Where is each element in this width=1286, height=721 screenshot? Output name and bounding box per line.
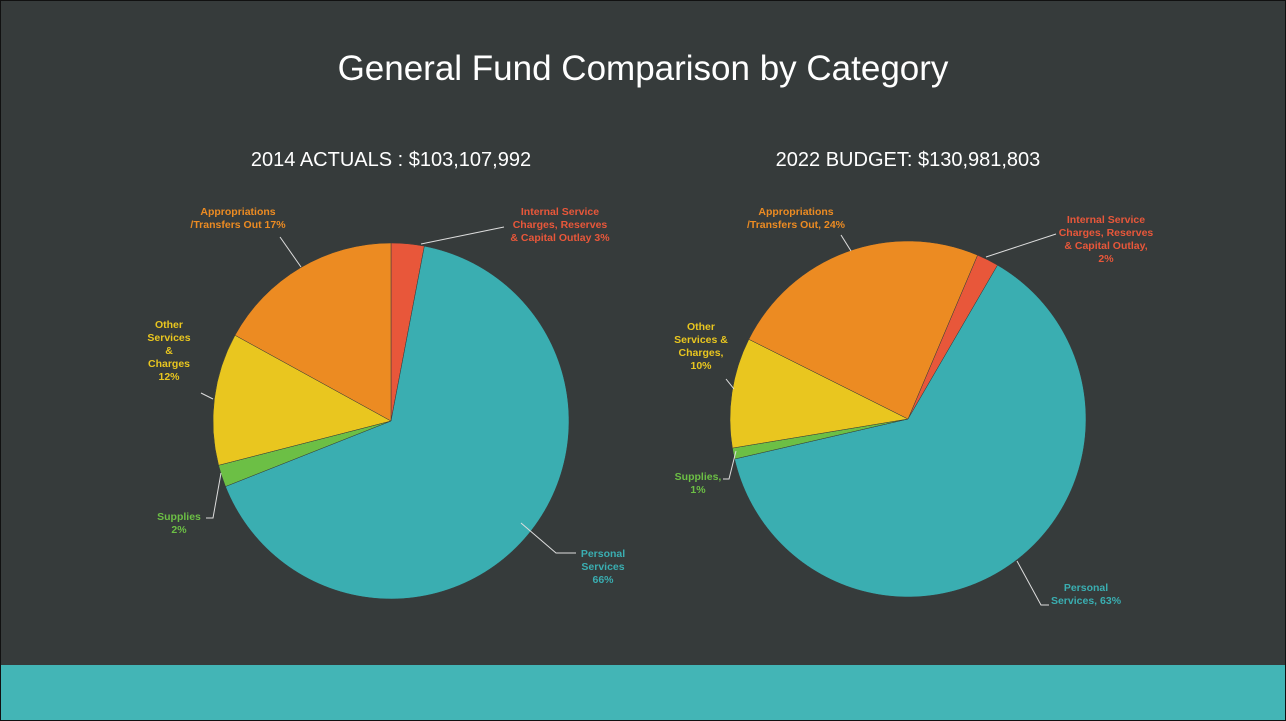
value-label: 2%: [1098, 253, 1114, 265]
value-label: 66%: [592, 574, 614, 586]
slice-label: Appropriations /Transfers Out 17%: [188, 206, 288, 232]
leader-line: [840, 234, 852, 252]
pie-slice: [212, 334, 392, 466]
slice-label: Personal Services, 63%: [1041, 582, 1131, 608]
slice-label: Personal Services 66%: [573, 548, 633, 587]
leader-line: [200, 392, 214, 400]
value-label: 3%: [594, 232, 610, 244]
category-label: Personal Services: [580, 548, 626, 573]
category-label: Supplies,: [674, 471, 722, 483]
value-label: 12%: [158, 371, 180, 383]
slice-label: Supplies, 1%: [668, 471, 728, 497]
leader-line: [725, 378, 735, 390]
slice-label: Other Services & Charges, 10%: [668, 321, 734, 373]
pie-slice: [234, 242, 392, 422]
slice-label: Internal Service Charges, Reserves & Cap…: [1056, 214, 1156, 266]
category-label: Appropriations /Transfers Out,: [746, 206, 834, 231]
value-label: 63%: [1100, 595, 1122, 607]
pie-slice: [225, 245, 570, 600]
footer-band: [1, 665, 1285, 720]
value-label: 17%: [264, 219, 286, 231]
leader-line: [723, 450, 737, 480]
value-label: 2%: [171, 524, 187, 536]
pie-slice: [729, 338, 909, 449]
category-label: Internal Service Charges, Reserves & Cap…: [1058, 214, 1154, 252]
value-label: 10%: [690, 360, 712, 372]
leader-line: [206, 472, 222, 519]
leader-line: [420, 226, 505, 245]
pie-slice: [748, 240, 978, 420]
category-label: Supplies: [157, 511, 201, 523]
category-label: Personal Services,: [1050, 582, 1109, 607]
leader-line: [985, 233, 1057, 258]
leader-line: [279, 236, 302, 268]
slice-label: Supplies 2%: [152, 511, 207, 537]
slice-label: Internal Service Charges, Reserves & Cap…: [510, 206, 610, 245]
leader-line: [1016, 560, 1049, 606]
leader-line: [520, 522, 576, 554]
category-label: Other Services & Charges: [147, 319, 191, 370]
slide-title: General Fund Comparison by Category: [337, 49, 949, 88]
slice-label: Appropriations /Transfers Out, 24%: [746, 206, 846, 232]
category-label: Internal Service Charges, Reserves & Cap…: [510, 206, 608, 244]
value-label: 24%: [824, 219, 846, 231]
chart-title: 2022 BUDGET: $130,981,803: [775, 149, 1041, 171]
category-label: Other Services & Charges,: [674, 321, 728, 359]
value-label: 1%: [690, 484, 706, 496]
chart-title: 2014 ACTUALS : $103,107,992: [250, 149, 532, 171]
category-label: Appropriations /Transfers Out: [190, 206, 276, 231]
pie-slice: [734, 264, 1087, 598]
slice-label: Other Services & Charges 12%: [144, 319, 194, 384]
